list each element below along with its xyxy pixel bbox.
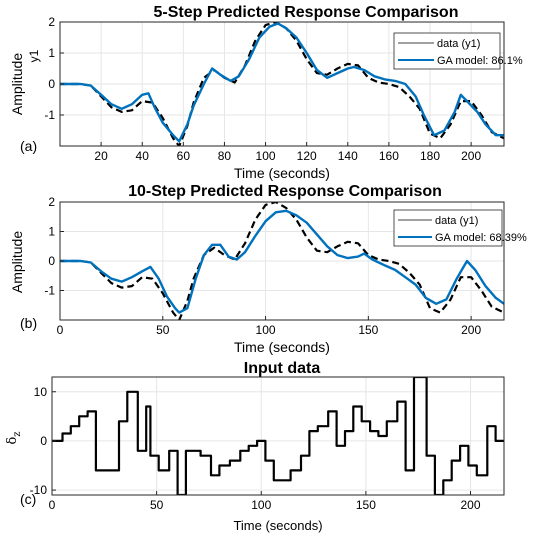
- x-tick-label: 100: [256, 149, 276, 163]
- x-tick-label: 150: [356, 498, 376, 512]
- panel-c-xlabel: Time (seconds): [233, 518, 322, 533]
- panel-a-ylabel-2: y1: [27, 49, 41, 62]
- x-tick-label: 120: [297, 149, 317, 163]
- y-tick-label: 0: [48, 77, 55, 91]
- y-tick-label: 0: [48, 254, 55, 268]
- panel-b-xticks: 0 50 100 150 200: [57, 316, 481, 337]
- x-tick-label: 40: [136, 149, 150, 163]
- y-tick-label: 2: [48, 195, 55, 209]
- panel-a-5-step: 5-Step Predicted Response Comparison 20 4…: [9, 4, 523, 181]
- panel-b-ylabel: Amplitude: [9, 231, 25, 293]
- panel-a-xlabel: Time (seconds): [234, 165, 330, 181]
- panel-b-title: 10-Step Predicted Response Comparison: [128, 183, 442, 200]
- panel-a-label: (a): [20, 138, 37, 154]
- panel-c-yticks: -10 0 10: [30, 385, 56, 497]
- legend-b-entry-data: data (y1): [435, 215, 478, 227]
- series-model-line: [60, 209, 504, 314]
- series-model-line: [60, 22, 504, 143]
- x-tick-label: 100: [256, 323, 276, 337]
- panel-c-title: Input data: [244, 360, 321, 377]
- panel-a-legend: data (y1) GA model: 86.1%: [393, 32, 523, 70]
- y-tick-label: 1: [48, 225, 55, 239]
- panel-b-xlabel: Time (seconds): [234, 339, 330, 355]
- x-tick-label: 50: [150, 498, 164, 512]
- panel-b-label: (b): [20, 315, 37, 331]
- y-tick-label: 10: [34, 385, 48, 399]
- series-input-line: [52, 377, 504, 495]
- x-tick-label: 60: [177, 149, 191, 163]
- panel-a-xticks: 20 40 60 80 100 120 140 160 180 200: [94, 142, 481, 163]
- y-tick-label: -1: [44, 284, 55, 298]
- svg-text:δz: δz: [5, 431, 23, 444]
- x-tick-label: 80: [218, 149, 232, 163]
- panel-b-series: [60, 202, 504, 320]
- x-tick-label: 140: [338, 149, 358, 163]
- panel-a-ylabel: Amplitude: [9, 53, 25, 115]
- legend-a-entry-data: data (y1): [437, 38, 480, 50]
- x-tick-label: 50: [156, 323, 170, 337]
- series-data-line: [60, 22, 504, 146]
- panel-a-title: 5-Step Predicted Response Comparison: [154, 4, 459, 21]
- panel-c-series: [52, 377, 504, 495]
- panel-b-legend: data (y1) GA model: 68.39%: [393, 209, 527, 247]
- x-tick-label: 200: [461, 498, 481, 512]
- legend-b-entry-model: GA model: 68.39%: [435, 232, 527, 244]
- x-tick-label: 100: [251, 498, 271, 512]
- x-tick-label: 160: [379, 149, 399, 163]
- x-tick-label: 200: [461, 149, 481, 163]
- panel-a-series: [60, 22, 504, 146]
- x-tick-label: 150: [358, 323, 378, 337]
- panel-c-label: (c): [20, 491, 36, 507]
- panel-b-10-step: 10-Step Predicted Response Comparison 0 5…: [9, 183, 527, 355]
- panel-c-ylabel: δz: [5, 431, 23, 444]
- x-tick-label: 200: [461, 323, 481, 337]
- panel-b-yticks: -1 0 1 2: [44, 195, 64, 298]
- x-tick-label: 0: [57, 323, 64, 337]
- y-tick-label: 2: [48, 15, 55, 29]
- x-tick-label: 0: [49, 498, 56, 512]
- legend-a-entry-model: GA model: 86.1%: [437, 55, 523, 67]
- x-tick-label: 20: [94, 149, 108, 163]
- y-tick-label: -10: [30, 483, 48, 497]
- panel-a-yticks: -1 0 1 2: [44, 15, 64, 122]
- x-tick-label: 180: [420, 149, 440, 163]
- panel-c-xticks: 0 50 100 150 200: [49, 491, 481, 512]
- y-tick-label: 0: [40, 434, 47, 448]
- y-tick-label: -1: [44, 108, 55, 122]
- y-tick-label: 1: [48, 46, 55, 60]
